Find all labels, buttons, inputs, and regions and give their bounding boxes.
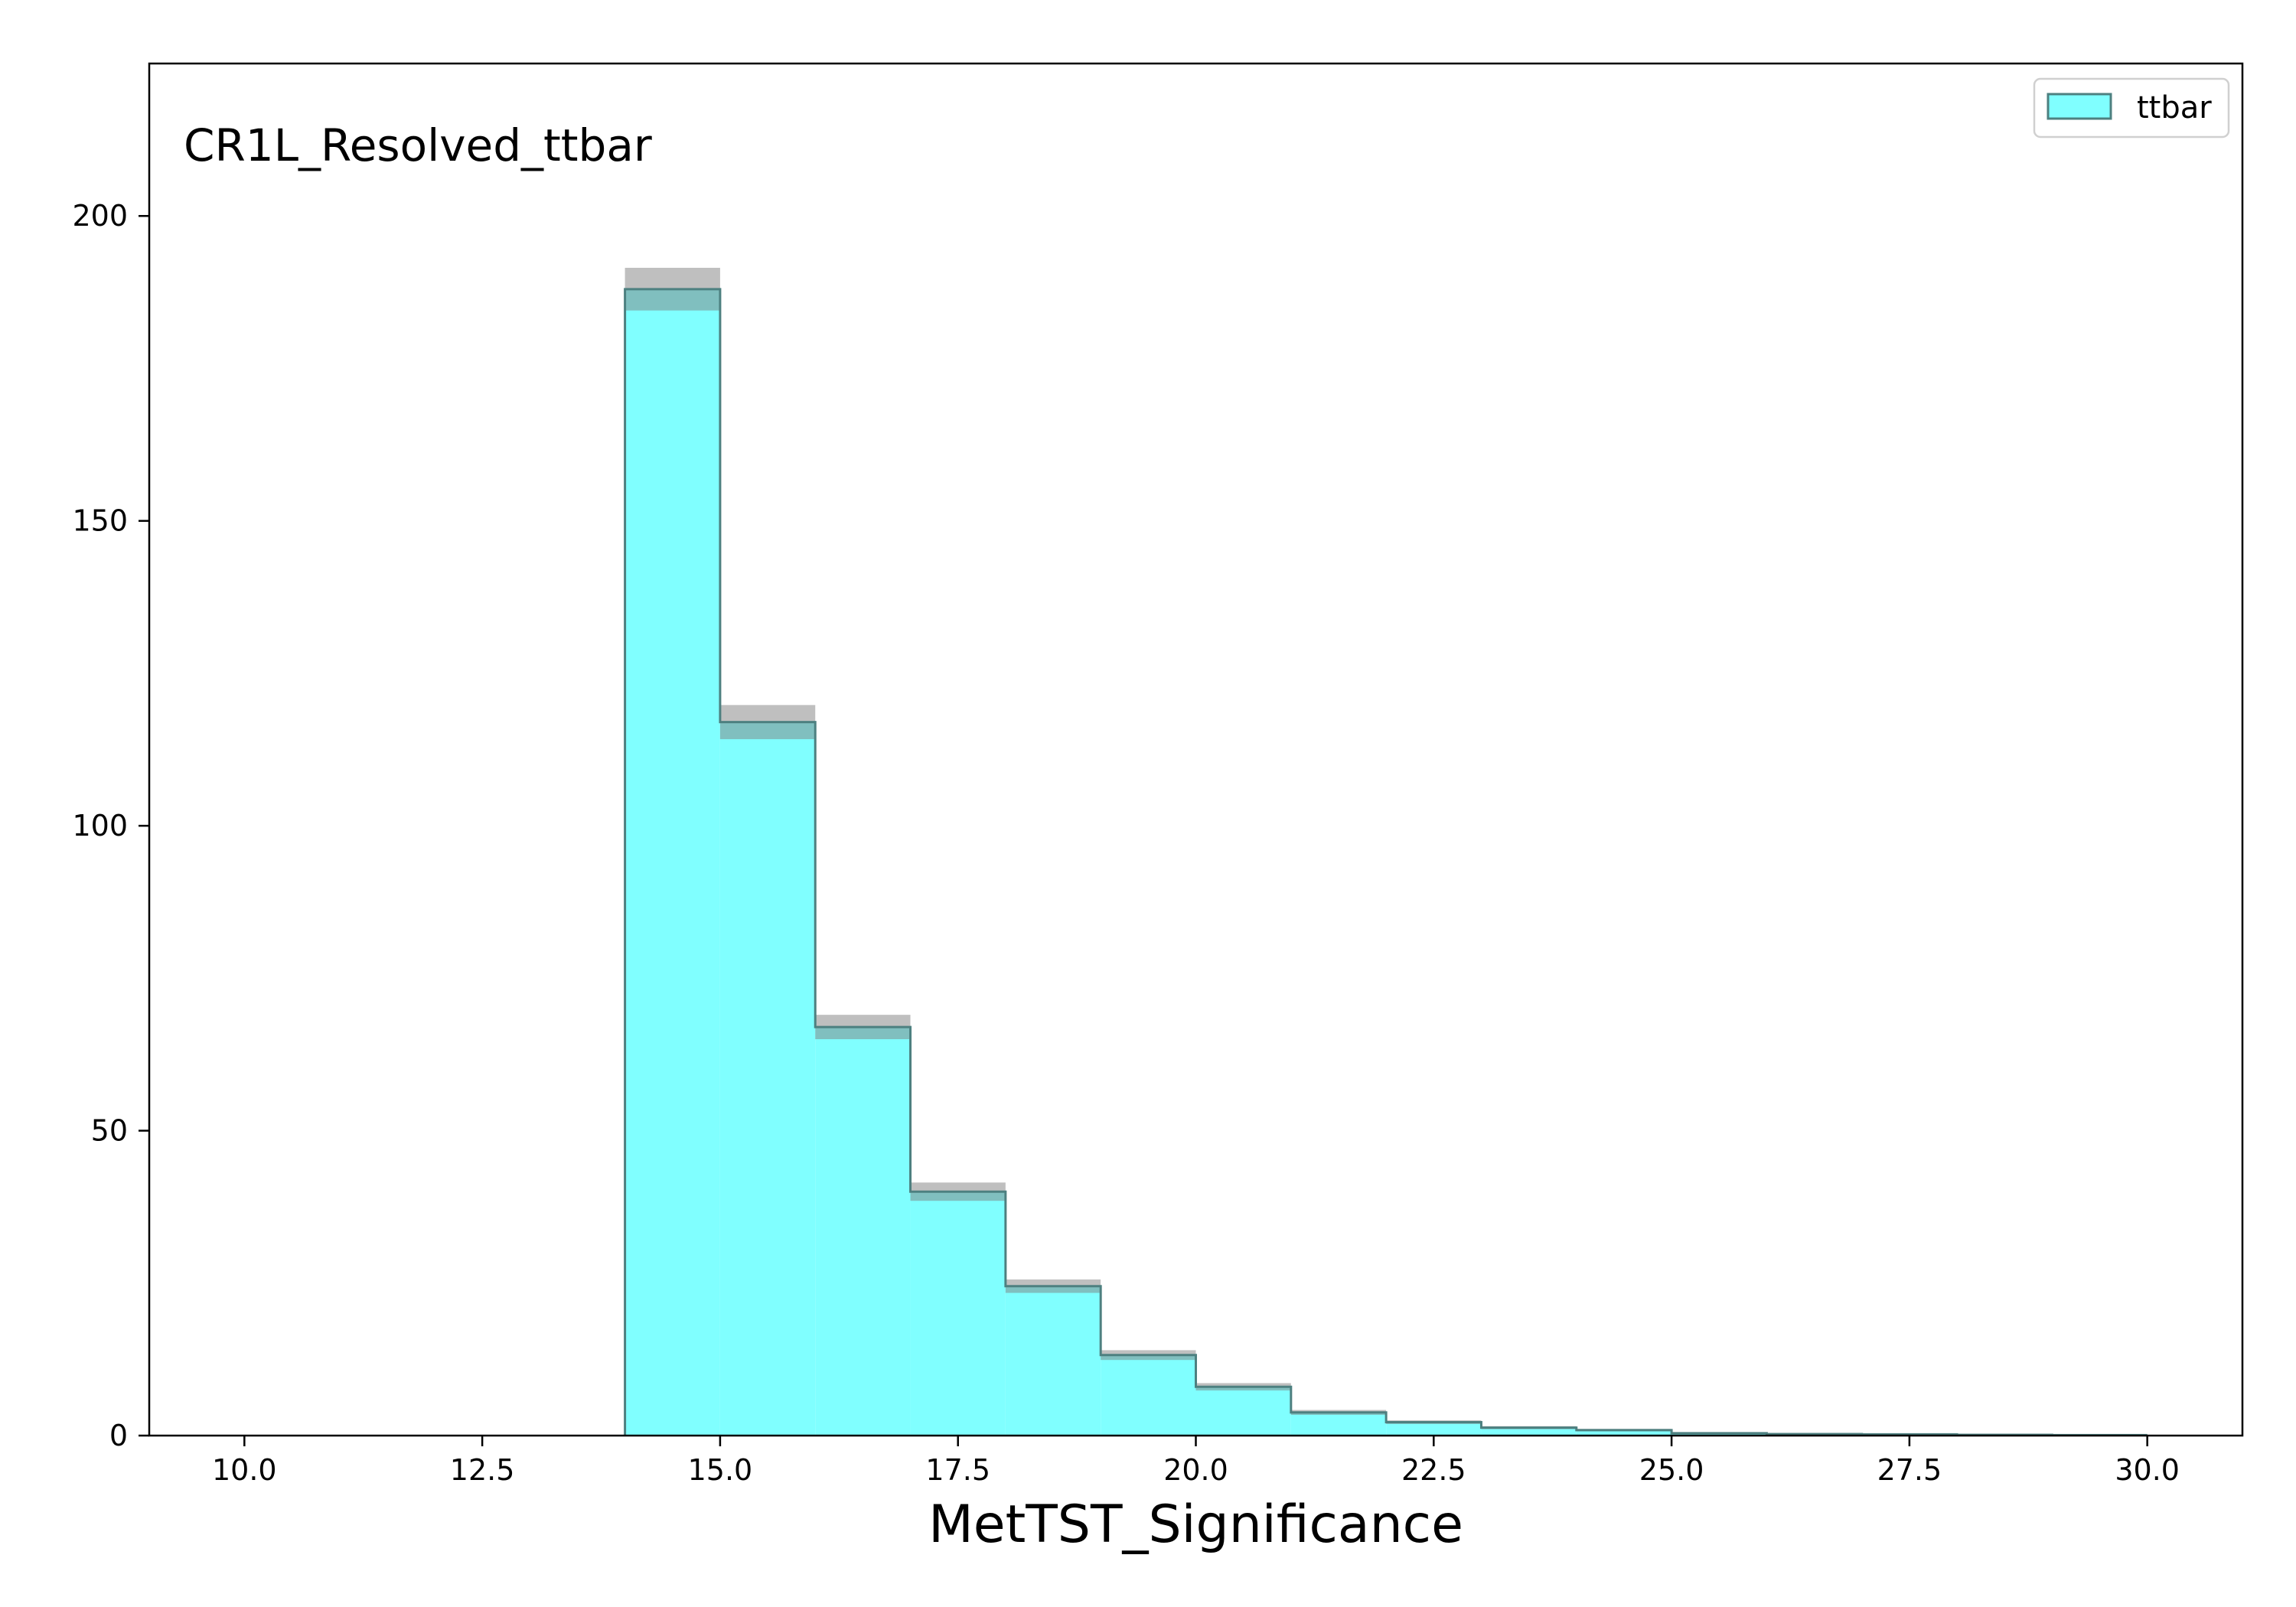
legend-label-ttbar: ttbar [2137, 90, 2212, 125]
histogram-bar [1196, 1387, 1291, 1436]
x-tick-label: 10.0 [212, 1453, 277, 1487]
histogram-bar [1101, 1355, 1195, 1436]
histogram-bar [1291, 1413, 1386, 1436]
x-tick-label: 30.0 [2115, 1453, 2180, 1487]
y-tick-label: 150 [72, 504, 128, 538]
y-tick-label: 50 [91, 1114, 128, 1148]
y-tick-label: 200 [72, 199, 128, 233]
legend-swatch-ttbar [2048, 94, 2111, 119]
legend: ttbar [2034, 79, 2229, 137]
x-tick-label: 15.0 [688, 1453, 753, 1487]
x-tick-label: 25.0 [1639, 1453, 1704, 1487]
histogram-bar [625, 289, 720, 1436]
region-label: CR1L_Resolved_ttbar [184, 119, 652, 171]
x-tick-label: 22.5 [1401, 1453, 1466, 1487]
x-tick-label: 17.5 [925, 1453, 990, 1487]
histogram-bar [815, 1027, 910, 1436]
histogram-bar [1006, 1286, 1101, 1436]
histogram-bar [720, 722, 815, 1436]
x-tick-label: 27.5 [1877, 1453, 1942, 1487]
x-tick-label: 12.5 [450, 1453, 515, 1487]
x-axis-title: MetTST_Significance [928, 1495, 1463, 1555]
y-tick-label: 100 [72, 809, 128, 843]
x-tick-label: 20.0 [1163, 1453, 1228, 1487]
histogram-bar [911, 1191, 1006, 1436]
y-tick-label: 0 [109, 1419, 128, 1452]
histogram-bar [1386, 1422, 1481, 1436]
